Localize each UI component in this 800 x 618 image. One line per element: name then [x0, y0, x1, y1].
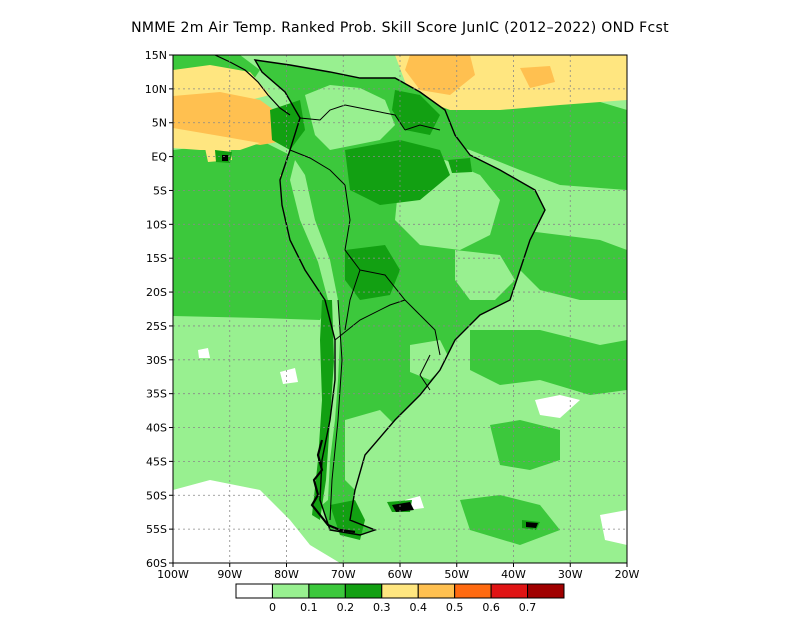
lon-label: 70W: [331, 568, 356, 581]
sw-white-patch: [173, 480, 340, 563]
chile-fjords: [310, 439, 356, 534]
colorbar: [235, 583, 565, 599]
lat-label: 50S: [146, 489, 167, 502]
east-mid-band: [520, 230, 627, 300]
colorbar-label: 0.2: [337, 601, 355, 614]
white-speck-1: [535, 395, 580, 418]
latitude-labels: 15N 10N 5N EQ 5S 10S 15S 20S 25S 30S 35S 40S 45S 50S 5…: [145, 49, 173, 570]
south-america-coastline: [253, 59, 546, 536]
lat-label: 60S: [146, 557, 167, 570]
atlantic-orange-patch: [405, 55, 475, 95]
white-speck-3: [280, 368, 298, 384]
nw-yellow-patch: [173, 65, 270, 100]
ocean-dark-patch-4: [448, 158, 472, 173]
colorbar-swatch: [308, 583, 346, 599]
lat-label: 5S: [153, 184, 167, 197]
lat-label: 15N: [145, 49, 167, 62]
pacific-orange-band: [173, 92, 290, 145]
colorbar-swatch: [271, 583, 310, 599]
east-brazil-light: [455, 250, 515, 300]
map-field: [173, 55, 627, 563]
pacific-yellow-band: [173, 128, 260, 150]
colorbar-label: 0.3: [373, 601, 391, 614]
lat-label: 35S: [146, 388, 167, 401]
atlantic-orange-patch-2: [520, 66, 555, 88]
lon-label: 60W: [388, 568, 413, 581]
lat-label: 40S: [146, 422, 167, 435]
longitude-labels: 100W 90W 80W 70W 60W 50W 40W 30W 20W: [157, 563, 640, 581]
guiana-dark-patch: [392, 90, 440, 135]
colorbar-swatch: [490, 583, 529, 599]
colorbar-swatch: [235, 583, 273, 599]
lat-label: 10S: [146, 218, 167, 231]
white-speck-4: [198, 348, 210, 358]
lon-label: 90W: [217, 568, 242, 581]
lon-label: 30W: [558, 568, 583, 581]
satl-mid-patch-2: [490, 420, 560, 470]
lat-label: 45S: [146, 455, 167, 468]
colorbar-swatch: [454, 583, 492, 599]
colorbar-swatch: [381, 583, 419, 599]
colorbar-swatch: [417, 583, 456, 599]
colorbar-label: 0: [269, 601, 276, 614]
colorbar-swatch: [344, 583, 383, 599]
lat-label: 30S: [146, 354, 167, 367]
lon-label: 80W: [274, 568, 299, 581]
lat-label: EQ: [151, 151, 167, 164]
colorbar-label: 0.1: [300, 601, 318, 614]
gridlines: [173, 55, 627, 563]
lat-label: 55S: [146, 523, 167, 536]
lon-label: 100W: [157, 568, 189, 581]
white-speck-2: [600, 510, 627, 545]
lat-label: 15S: [146, 252, 167, 265]
satl-mid-patch-1: [470, 330, 627, 395]
colorbar-label: 0.4: [409, 601, 427, 614]
colorbar-label: 0.7: [519, 601, 537, 614]
lat-label: 10N: [145, 83, 167, 96]
south-georgia-outline: [526, 522, 538, 528]
amazon-light-patch: [305, 85, 395, 150]
map-title: NMME 2m Air Temp. Ranked Prob. Skill Sco…: [131, 20, 669, 36]
colorbar-label: 0.6: [482, 601, 500, 614]
lon-label: 50W: [444, 568, 469, 581]
colorbar-label: 0.5: [446, 601, 464, 614]
colorbar-swatch: [527, 583, 565, 599]
lat-label: 20S: [146, 286, 167, 299]
galapagos-outline: [222, 155, 228, 161]
lon-label: 20W: [615, 568, 640, 581]
country-borders: [289, 104, 441, 521]
satl-mid-patch-3: [460, 495, 560, 545]
colorbar-labels: 0 0.1 0.2 0.3 0.4 0.5 0.6 0.7: [269, 601, 536, 614]
lat-label: 5N: [152, 117, 167, 130]
lon-label: 40W: [501, 568, 526, 581]
falklands-outline: [392, 502, 414, 512]
chile-dark-strip: [312, 300, 334, 520]
lat-label: 25S: [146, 320, 167, 333]
